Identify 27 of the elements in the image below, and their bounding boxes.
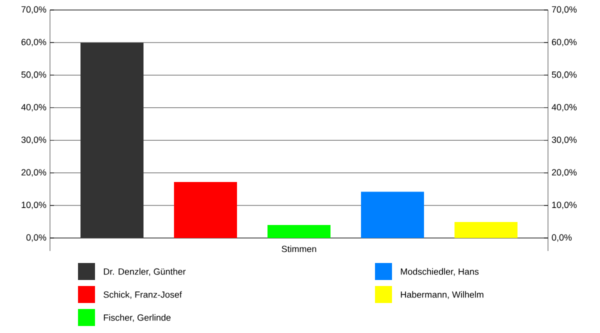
bar xyxy=(174,182,238,238)
x-tick-label: Stimmen xyxy=(282,246,316,252)
legend-label: Schick, Franz-Josef xyxy=(104,291,182,299)
y-tick-label: 40,0% xyxy=(21,104,46,112)
text: 40,0% xyxy=(552,104,577,112)
legend-label: Fischer, Gerlinde xyxy=(104,314,171,322)
y-tick-label: 60,0% xyxy=(22,38,46,46)
text: 70,0% xyxy=(552,6,577,14)
y-tick-label: 50,0% xyxy=(21,71,46,79)
y-tick-label: 30,0% xyxy=(21,136,46,144)
text: 10,0% xyxy=(552,202,577,210)
legend-label: Habermann, Wilhelm xyxy=(400,291,484,299)
text: 60,0% xyxy=(552,38,577,46)
text: 0,0% xyxy=(552,234,572,242)
text: 30,0% xyxy=(552,136,577,144)
bar xyxy=(80,42,144,238)
y-tick-label: 20,0% xyxy=(22,169,46,177)
text: 20,0% xyxy=(552,169,577,177)
text: 50,0% xyxy=(552,71,577,79)
legend-label: Dr. Denzler, Günther xyxy=(104,268,186,276)
y-tick-label: 0,0% xyxy=(26,234,46,242)
bar xyxy=(361,192,424,238)
bar xyxy=(454,222,518,238)
legend-label: Modschiedler, Hans xyxy=(400,268,479,276)
y-tick-label: 70,0% xyxy=(22,6,46,14)
y-tick-label: 10,0% xyxy=(22,202,46,210)
bar xyxy=(268,224,331,238)
